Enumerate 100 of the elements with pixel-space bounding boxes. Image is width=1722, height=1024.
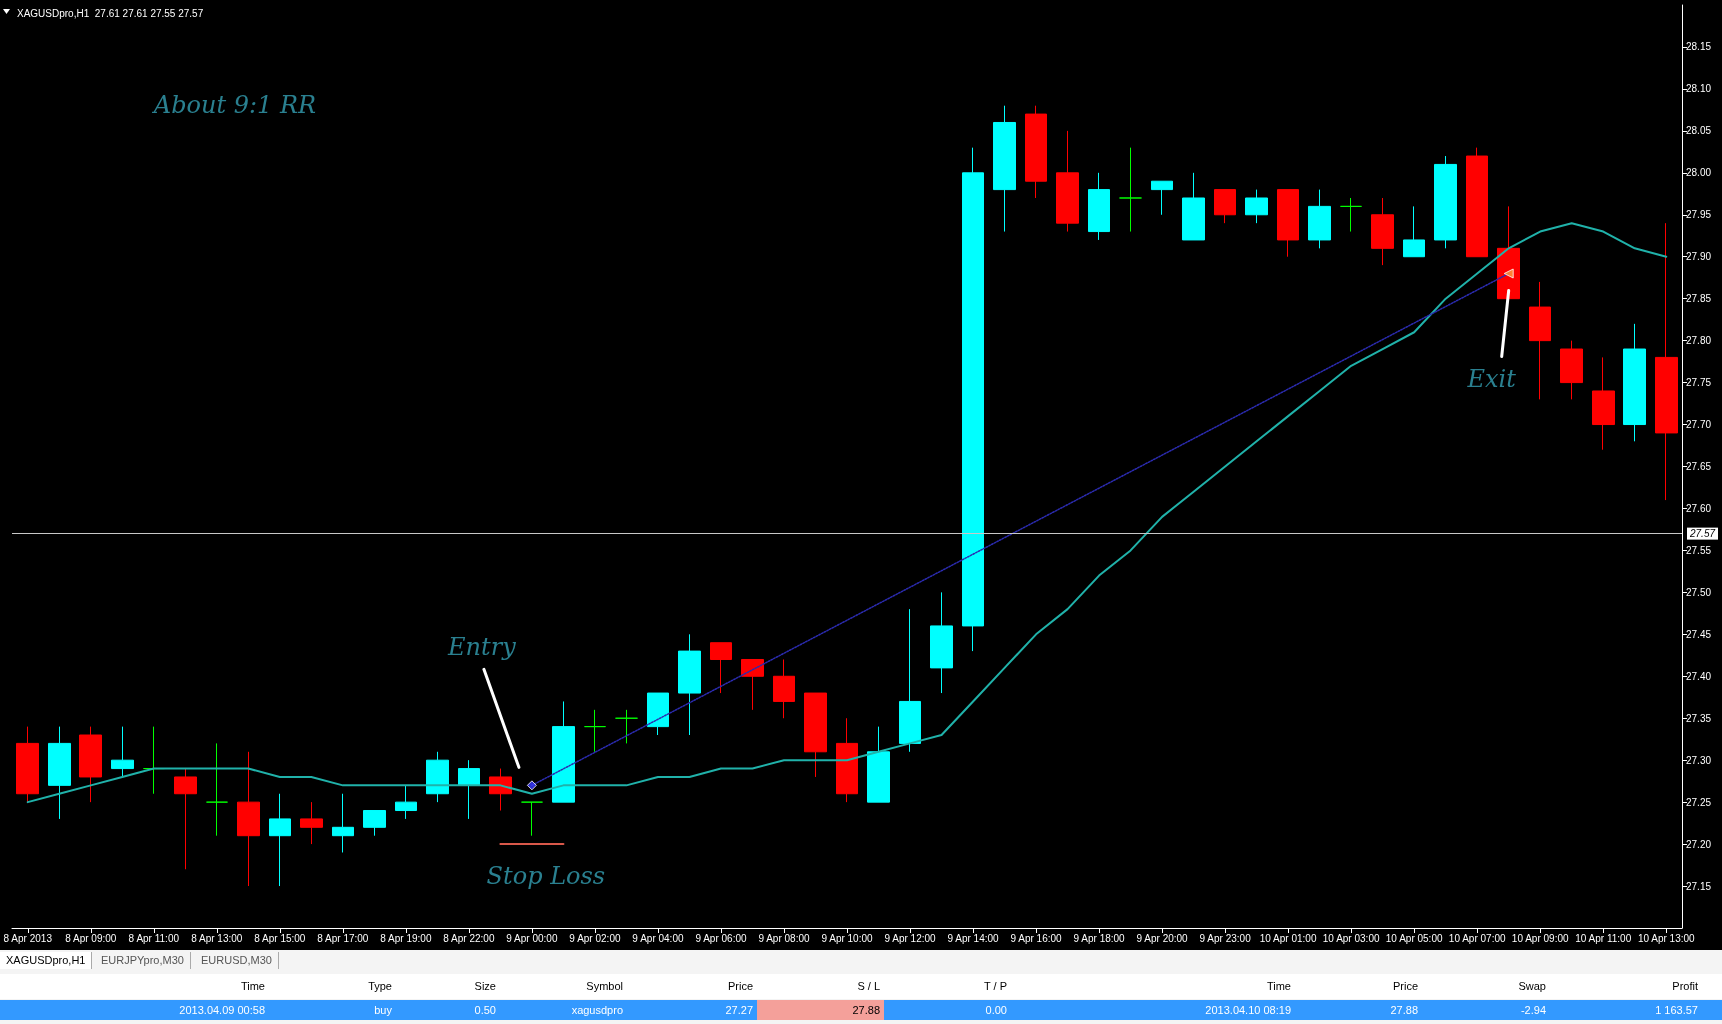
candlestick xyxy=(1119,147,1142,233)
y-tick-label: 27.75 xyxy=(1686,377,1712,389)
candlestick xyxy=(269,793,291,887)
x-tick-label: 10 Apr 09:00 xyxy=(1511,932,1569,944)
candlestick xyxy=(48,726,71,820)
ref-line-label: 27.57 xyxy=(1689,528,1716,540)
candlestick xyxy=(1340,197,1362,233)
text: -2.94 xyxy=(1519,1003,1547,1018)
text: EURUSD,M30 xyxy=(195,952,279,969)
candlestick xyxy=(993,105,1016,233)
candlestick xyxy=(16,726,39,803)
y-tick-label: 28.05 xyxy=(1686,125,1712,137)
candlestick xyxy=(521,801,543,837)
text: Time xyxy=(1265,979,1292,994)
candlestick xyxy=(458,759,480,820)
candlestick xyxy=(300,801,323,845)
candlestick xyxy=(79,726,102,803)
x-tick-label: 8 Apr 11:00 xyxy=(128,932,180,944)
candlestick xyxy=(395,784,417,820)
line-series xyxy=(26,222,1668,804)
candlestick xyxy=(710,642,732,694)
text: 27.88 xyxy=(1389,1003,1419,1018)
y-tick-label: 27.35 xyxy=(1686,712,1712,724)
candlestick xyxy=(1592,356,1615,451)
candlestick xyxy=(363,810,386,837)
y-tick-label: 27.20 xyxy=(1686,838,1712,850)
x-tick-label: 8 Apr 17:00 xyxy=(317,932,369,944)
text: Type xyxy=(367,979,393,994)
y-tick-label: 27.15 xyxy=(1686,880,1712,892)
annotation: Entry xyxy=(448,633,516,662)
candlestick xyxy=(836,717,858,803)
text: Symbol xyxy=(585,979,624,994)
candlestick xyxy=(930,591,953,694)
x-tick-label: 9 Apr 08:00 xyxy=(758,932,810,944)
candlestick xyxy=(1623,323,1646,442)
text: 27.27 xyxy=(724,1003,754,1018)
candlestick xyxy=(1056,130,1079,233)
text: Size xyxy=(473,979,497,994)
candlestick xyxy=(1182,172,1205,241)
text: 2013.04.09 00:58 xyxy=(178,1003,266,1018)
candlestick xyxy=(804,692,827,778)
candlestick xyxy=(237,751,260,887)
candlestick xyxy=(899,608,921,753)
x-tick-label: 10 Apr 11:00 xyxy=(1575,932,1632,944)
candlestick xyxy=(1529,281,1551,400)
x-tick-label: 10 Apr 07:00 xyxy=(1448,932,1506,944)
y-tick-label: 27.80 xyxy=(1686,335,1712,347)
annotation: About 9:1 RR xyxy=(153,91,317,119)
x-tick-label: 10 Apr 01:00 xyxy=(1259,932,1317,944)
candlestick xyxy=(647,692,669,736)
candlestick xyxy=(111,726,134,778)
text: Profit xyxy=(1671,979,1699,994)
text: 2013.04.10 08:19 xyxy=(1204,1003,1292,1018)
candlestick xyxy=(615,709,638,744)
text: Swap xyxy=(1517,979,1547,994)
candlestick xyxy=(773,658,795,719)
x-tick-label: 9 Apr 06:00 xyxy=(695,932,747,944)
x-tick-label: 8 Apr 13:00 xyxy=(191,932,243,944)
candlestick xyxy=(1308,189,1331,249)
candlestick xyxy=(741,658,764,711)
text: buy xyxy=(373,1003,393,1018)
y-tick-label: 28.00 xyxy=(1686,167,1712,179)
candlestick xyxy=(678,633,701,736)
x-tick-label: 10 Apr 03:00 xyxy=(1322,932,1380,944)
candlestick xyxy=(1434,155,1457,249)
text: xagusdpro xyxy=(570,1003,624,1018)
x-tick-label: 9 Apr 10:00 xyxy=(821,932,874,944)
text: 1 163.57 xyxy=(1654,1003,1699,1018)
x-tick-label: 8 Apr 09:00 xyxy=(65,932,117,944)
x-tick-label: 9 Apr 00:00 xyxy=(506,932,558,944)
x-tick-label: 9 Apr 18:00 xyxy=(1073,932,1126,944)
y-tick-label: 27.25 xyxy=(1686,796,1712,808)
x-tick-label: 9 Apr 16:00 xyxy=(1010,932,1063,944)
y-tick-label: 27.50 xyxy=(1686,586,1712,598)
y-tick-label: 27.55 xyxy=(1686,544,1712,556)
annotation: Stop Loss xyxy=(486,862,606,891)
text: Price xyxy=(726,979,754,994)
text: T / P xyxy=(982,979,1008,994)
text: S / L xyxy=(856,979,881,994)
y-tick-label: 27.65 xyxy=(1686,461,1712,472)
text: 0.50 xyxy=(473,1003,497,1018)
x-tick-label: 10 Apr 13:00 xyxy=(1637,932,1696,944)
x-tick-label: 9 Apr 04:00 xyxy=(632,932,684,944)
x-tick-label: 10 Apr 05:00 xyxy=(1385,932,1443,944)
candlestick xyxy=(1214,189,1236,224)
candlestick xyxy=(1025,105,1047,199)
x-tick-label: 9 Apr 12:00 xyxy=(884,932,937,944)
candlestick xyxy=(1466,147,1488,258)
candlestick xyxy=(1655,222,1678,501)
x-tick-label: 8 Apr 19:00 xyxy=(380,932,432,944)
candlestick xyxy=(867,726,890,803)
candlestick xyxy=(206,742,228,837)
candlestick xyxy=(426,751,449,803)
text: EURJPYpro,M30 xyxy=(95,952,191,969)
x-tick-label: 9 Apr 20:00 xyxy=(1136,932,1189,944)
candlestick xyxy=(552,700,575,803)
chart-title: XAGUSDpro,H1 27.61 27.61 27.55 27.57 xyxy=(17,7,204,19)
y-tick-label: 28.15 xyxy=(1686,41,1712,53)
candlestick xyxy=(584,709,606,753)
x-tick-label: 8 Apr 2013 xyxy=(3,932,53,944)
